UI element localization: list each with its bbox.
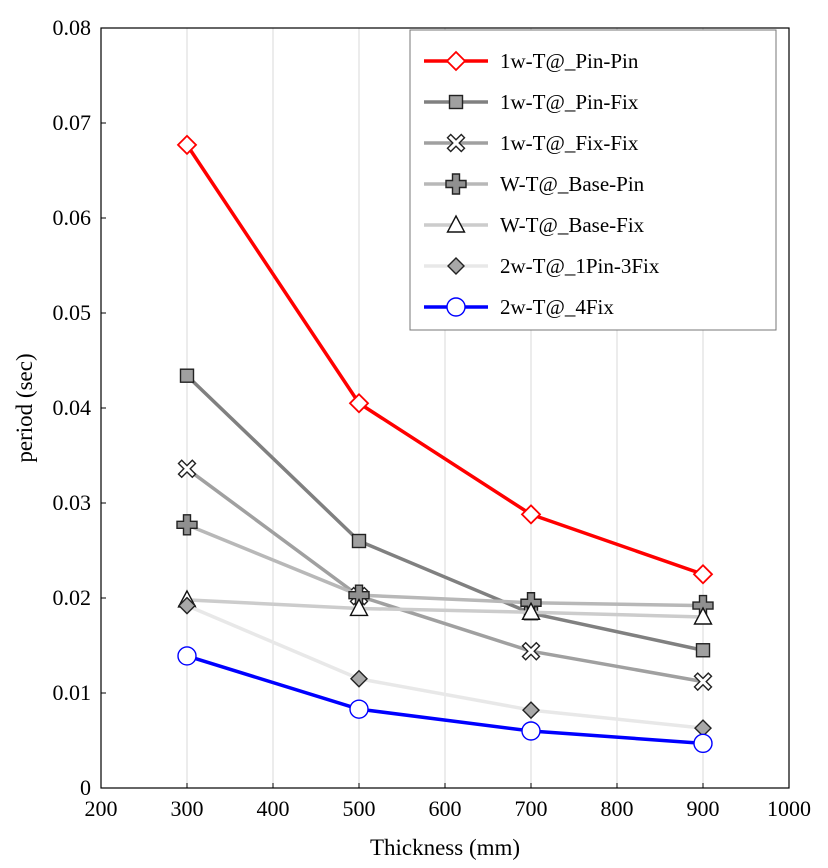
legend-marker <box>446 133 466 153</box>
series-7 <box>177 646 713 754</box>
series-line <box>186 598 704 619</box>
legend-label: 1w-T@_Fix-Fix <box>500 131 639 155</box>
legend-marker <box>445 50 467 72</box>
data-point <box>692 563 714 585</box>
data-point <box>693 733 713 754</box>
legend-marker <box>445 173 467 195</box>
series-line <box>185 467 704 684</box>
data-point <box>695 643 711 658</box>
x-tick-label: 800 <box>601 796 634 821</box>
data-point <box>520 504 542 525</box>
y-tick-label: 0.06 <box>53 205 92 230</box>
x-tick-label: 300 <box>171 796 204 821</box>
data-point <box>349 597 369 617</box>
legend-label: 1w-T@_Pin-Pin <box>500 49 639 73</box>
legend-box <box>409 29 777 331</box>
legend-label: 2w-T@_4Fix <box>500 295 614 319</box>
data-point <box>177 459 197 479</box>
y-tick-label: 0.08 <box>53 15 92 40</box>
y-tick-label: 0.02 <box>53 585 92 610</box>
data-point <box>350 669 368 688</box>
x-tick-label: 900 <box>687 796 720 821</box>
data-point <box>521 601 541 620</box>
data-point <box>351 533 367 549</box>
legend-label: W-T@_Base-Fix <box>500 213 645 237</box>
legend-label: W-T@_Base-Pin <box>500 172 645 196</box>
legend-marker <box>446 214 466 233</box>
series-line <box>185 143 704 576</box>
legend-item: 2w-T@_4Fix <box>424 295 614 319</box>
legend-marker <box>447 257 465 275</box>
x-tick-label: 400 <box>257 796 290 821</box>
data-point <box>348 392 370 414</box>
y-axis-title: period (sec) <box>12 353 37 462</box>
legend-item: 1w-T@_Fix-Fix <box>424 131 639 155</box>
legend-label: 1w-T@_Pin-Fix <box>500 90 639 114</box>
x-tick-label: 200 <box>85 796 118 821</box>
series-line <box>186 523 704 608</box>
data-point <box>178 596 196 615</box>
series-group <box>176 134 714 754</box>
data-point <box>693 672 713 692</box>
series-line <box>185 374 704 652</box>
x-tick-label: 700 <box>515 796 548 821</box>
series-3 <box>177 459 713 692</box>
legend-item: W-T@_Base-Fix <box>424 213 645 237</box>
legend-marker <box>446 297 466 317</box>
data-point <box>693 606 713 625</box>
y-tick-label: 0.03 <box>53 490 92 515</box>
x-tick-label: 1000 <box>767 796 811 821</box>
series-6 <box>178 596 712 738</box>
data-point <box>179 368 195 383</box>
data-point <box>176 514 198 536</box>
x-tick-label: 500 <box>343 796 376 821</box>
legend-item: W-T@_Base-Pin <box>424 172 645 196</box>
y-tick-label: 0.07 <box>53 110 92 135</box>
data-point <box>176 134 198 156</box>
y-tick-label: 0.05 <box>53 300 92 325</box>
data-point <box>349 699 369 719</box>
series-line <box>186 654 704 746</box>
data-point <box>522 701 540 720</box>
legend: 1w-T@_Pin-Pin 1w-T@_Pin-Fix 1w-T@_Fix-Fix W… <box>409 29 777 331</box>
y-tick-label: 0.04 <box>53 395 92 420</box>
x-axis-title: Thickness (mm) <box>370 835 520 860</box>
series-1 <box>176 134 714 585</box>
data-point <box>521 641 541 661</box>
legend-label: 2w-T@_1Pin-3Fix <box>500 254 660 278</box>
axis-ticks: 200 300 400 500 600 700 800 900 1000 0 0.01 0.02 0.0… <box>53 15 812 821</box>
data-point <box>177 646 197 666</box>
y-tick-label: 0 <box>80 775 91 800</box>
legend-marker <box>448 94 464 110</box>
y-tick-label: 0.01 <box>53 680 92 705</box>
x-tick-label: 600 <box>429 796 462 821</box>
series-line <box>186 603 704 730</box>
legend-item: 1w-T@_Pin-Pin <box>424 49 639 73</box>
legend-item: 2w-T@_1Pin-3Fix <box>424 254 660 278</box>
legend-item: 1w-T@_Pin-Fix <box>424 90 639 114</box>
data-point <box>521 721 541 741</box>
